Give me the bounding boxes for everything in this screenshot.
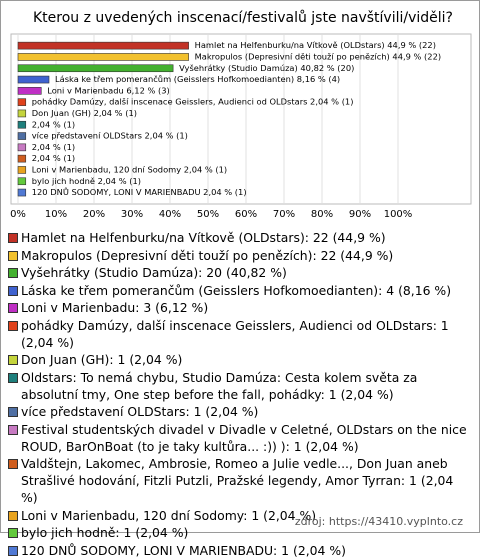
x-tick-label: 100% (384, 209, 413, 220)
x-tick-label: 70% (273, 209, 295, 220)
bar (17, 120, 27, 129)
bar (17, 143, 27, 152)
legend-swatch (8, 285, 18, 296)
bar (17, 75, 50, 84)
value-label: Hamlet na Helfenburku/na Vítkově (OLDsta… (195, 40, 436, 50)
legend-item: Valdštejn, Lakomec, Ambrosie, Romeo a Ju… (7, 455, 473, 506)
legend-label: Vyšehrátky (Studio Damúza): 20 (40,82 %) (21, 265, 287, 280)
value-label: bylo jich hodně 2,04 % (1) (32, 176, 141, 186)
source: zdroj: https://43410.vyplnto.cz (294, 515, 463, 528)
legend-item: více představení OLDStars: 1 (2,04 %) (7, 403, 473, 420)
x-tick-label: 80% (311, 209, 333, 220)
bar (17, 64, 174, 73)
legend-swatch (8, 528, 18, 538)
bar (17, 132, 27, 140)
value-label: Vyšehrátky (Studio Damúza) 40,82 % (20) (179, 63, 354, 73)
value-label: 2,04 % (1) (32, 142, 75, 152)
legend-swatch (8, 320, 18, 331)
x-tick-label: 30% (121, 209, 143, 220)
legend-item: Makropulos (Depresivní děti touží po pen… (7, 247, 473, 264)
value-label: Makropulos (Depresivní děti touží po pen… (195, 51, 441, 61)
x-tick-label: 20% (83, 209, 105, 220)
chart: Kterou z uvedených inscenací/festivalů j… (10, 10, 472, 220)
x-tick-label: 60% (235, 209, 257, 220)
legend-label: Makropulos (Depresivní děti touží po pen… (21, 247, 394, 263)
legend-swatch (8, 268, 18, 278)
legend-item: Loni v Marienbadu, 120 dní Sodomy: 1 (2,… (7, 507, 473, 524)
chart-title: Kterou z uvedených inscenací/festivalů j… (33, 10, 453, 26)
legend-item: pohádky Damúzy, další inscenace Geissler… (7, 317, 473, 351)
bar (17, 177, 27, 186)
value-label: Don Juan (GH) 2,04 % (1) (32, 108, 137, 118)
bar (17, 41, 189, 50)
legend-label: více představení OLDStars: 1 (2,04 %) (21, 404, 259, 419)
legend-swatch (8, 510, 18, 521)
legend-swatch (8, 355, 18, 365)
value-label: 2,04 % (1) (32, 153, 75, 163)
legend-label: Hamlet na Helfenburku/na Vítkově (OLDsta… (21, 230, 386, 245)
value-label: 2,04 % (1) (32, 119, 75, 129)
x-tick-label: 50% (197, 209, 219, 220)
legend-swatch (8, 250, 18, 261)
legend: Hamlet na Helfenburku/na Vítkově (OLDsta… (7, 229, 473, 559)
legend-swatch (8, 424, 18, 435)
bar (17, 53, 189, 61)
legend-label: Valdštejn, Lakomec, Ambrosie, Romeo a Ju… (21, 456, 454, 505)
legend-swatch (8, 459, 18, 469)
legend-item: Loni v Marienbadu: 3 (6,12 %) (7, 299, 473, 316)
bar (17, 166, 27, 174)
x-tick-label: 90% (349, 209, 371, 220)
bar (17, 98, 27, 106)
value-label: 120 DNŮ SODOMY, LONI V MARIENBADU 2,04 %… (32, 186, 247, 197)
x-tick-label: 40% (159, 209, 181, 220)
value-label: Loni v Marienbadu, 120 dní Sodomy 2,04 %… (32, 164, 227, 174)
legend-swatch (8, 372, 18, 383)
legend-label: Festival studentských divadel v Divadle … (21, 421, 467, 454)
value-label: Loni v Marienbadu 6,12 % (3) (47, 85, 170, 95)
legend-item: 120 DNŮ SODOMY, LONI V MARIENBADU: 1 (2,… (7, 542, 473, 559)
plot-frame (10, 33, 472, 205)
value-label: více představení OLDStars 2,04 % (1) (32, 131, 188, 141)
legend-item: Vyšehrátky (Studio Damúza): 20 (40,82 %) (7, 264, 473, 281)
x-tick-label: 0% (10, 209, 26, 220)
legend-label: Oldstars: To nemá chybu, Studio Damúza: … (21, 369, 418, 402)
legend-item: Láska ke třem pomerančům (Geisslers Hofk… (7, 282, 473, 299)
bar (17, 109, 27, 118)
x-tick-label: 10% (45, 209, 67, 220)
legend-item: Festival studentských divadel v Divadle … (7, 421, 473, 455)
legend-label: pohádky Damúzy, další inscenace Geissler… (21, 317, 449, 350)
legend-swatch (8, 407, 18, 417)
value-label: Láska ke třem pomerančům (Geisslers Hofk… (55, 74, 340, 84)
legend-item: Hamlet na Helfenburku/na Vítkově (OLDsta… (7, 229, 473, 246)
legend-label: Loni v Marienbadu: 3 (6,12 %) (21, 300, 209, 315)
legend-label: Loni v Marienbadu, 120 dní Sodomy: 1 (2,… (21, 507, 317, 523)
bar (17, 188, 27, 197)
legend-item: Oldstars: To nemá chybu, Studio Damúza: … (7, 369, 473, 403)
legend-swatch (8, 545, 18, 556)
legend-swatch (8, 303, 18, 313)
legend-label: Don Juan (GH): 1 (2,04 %) (21, 352, 183, 367)
legend-item: Don Juan (GH): 1 (2,04 %) (7, 351, 473, 368)
bar (17, 154, 27, 163)
legend-label: 120 DNŮ SODOMY, LONI V MARIENBADU: 1 (2,… (21, 542, 346, 558)
value-label: pohádky Damúzy, další inscenace Geissler… (32, 97, 354, 107)
legend-label: Láska ke třem pomerančům (Geisslers Hofk… (21, 282, 452, 298)
legend-swatch (8, 233, 18, 243)
bar (17, 87, 42, 95)
